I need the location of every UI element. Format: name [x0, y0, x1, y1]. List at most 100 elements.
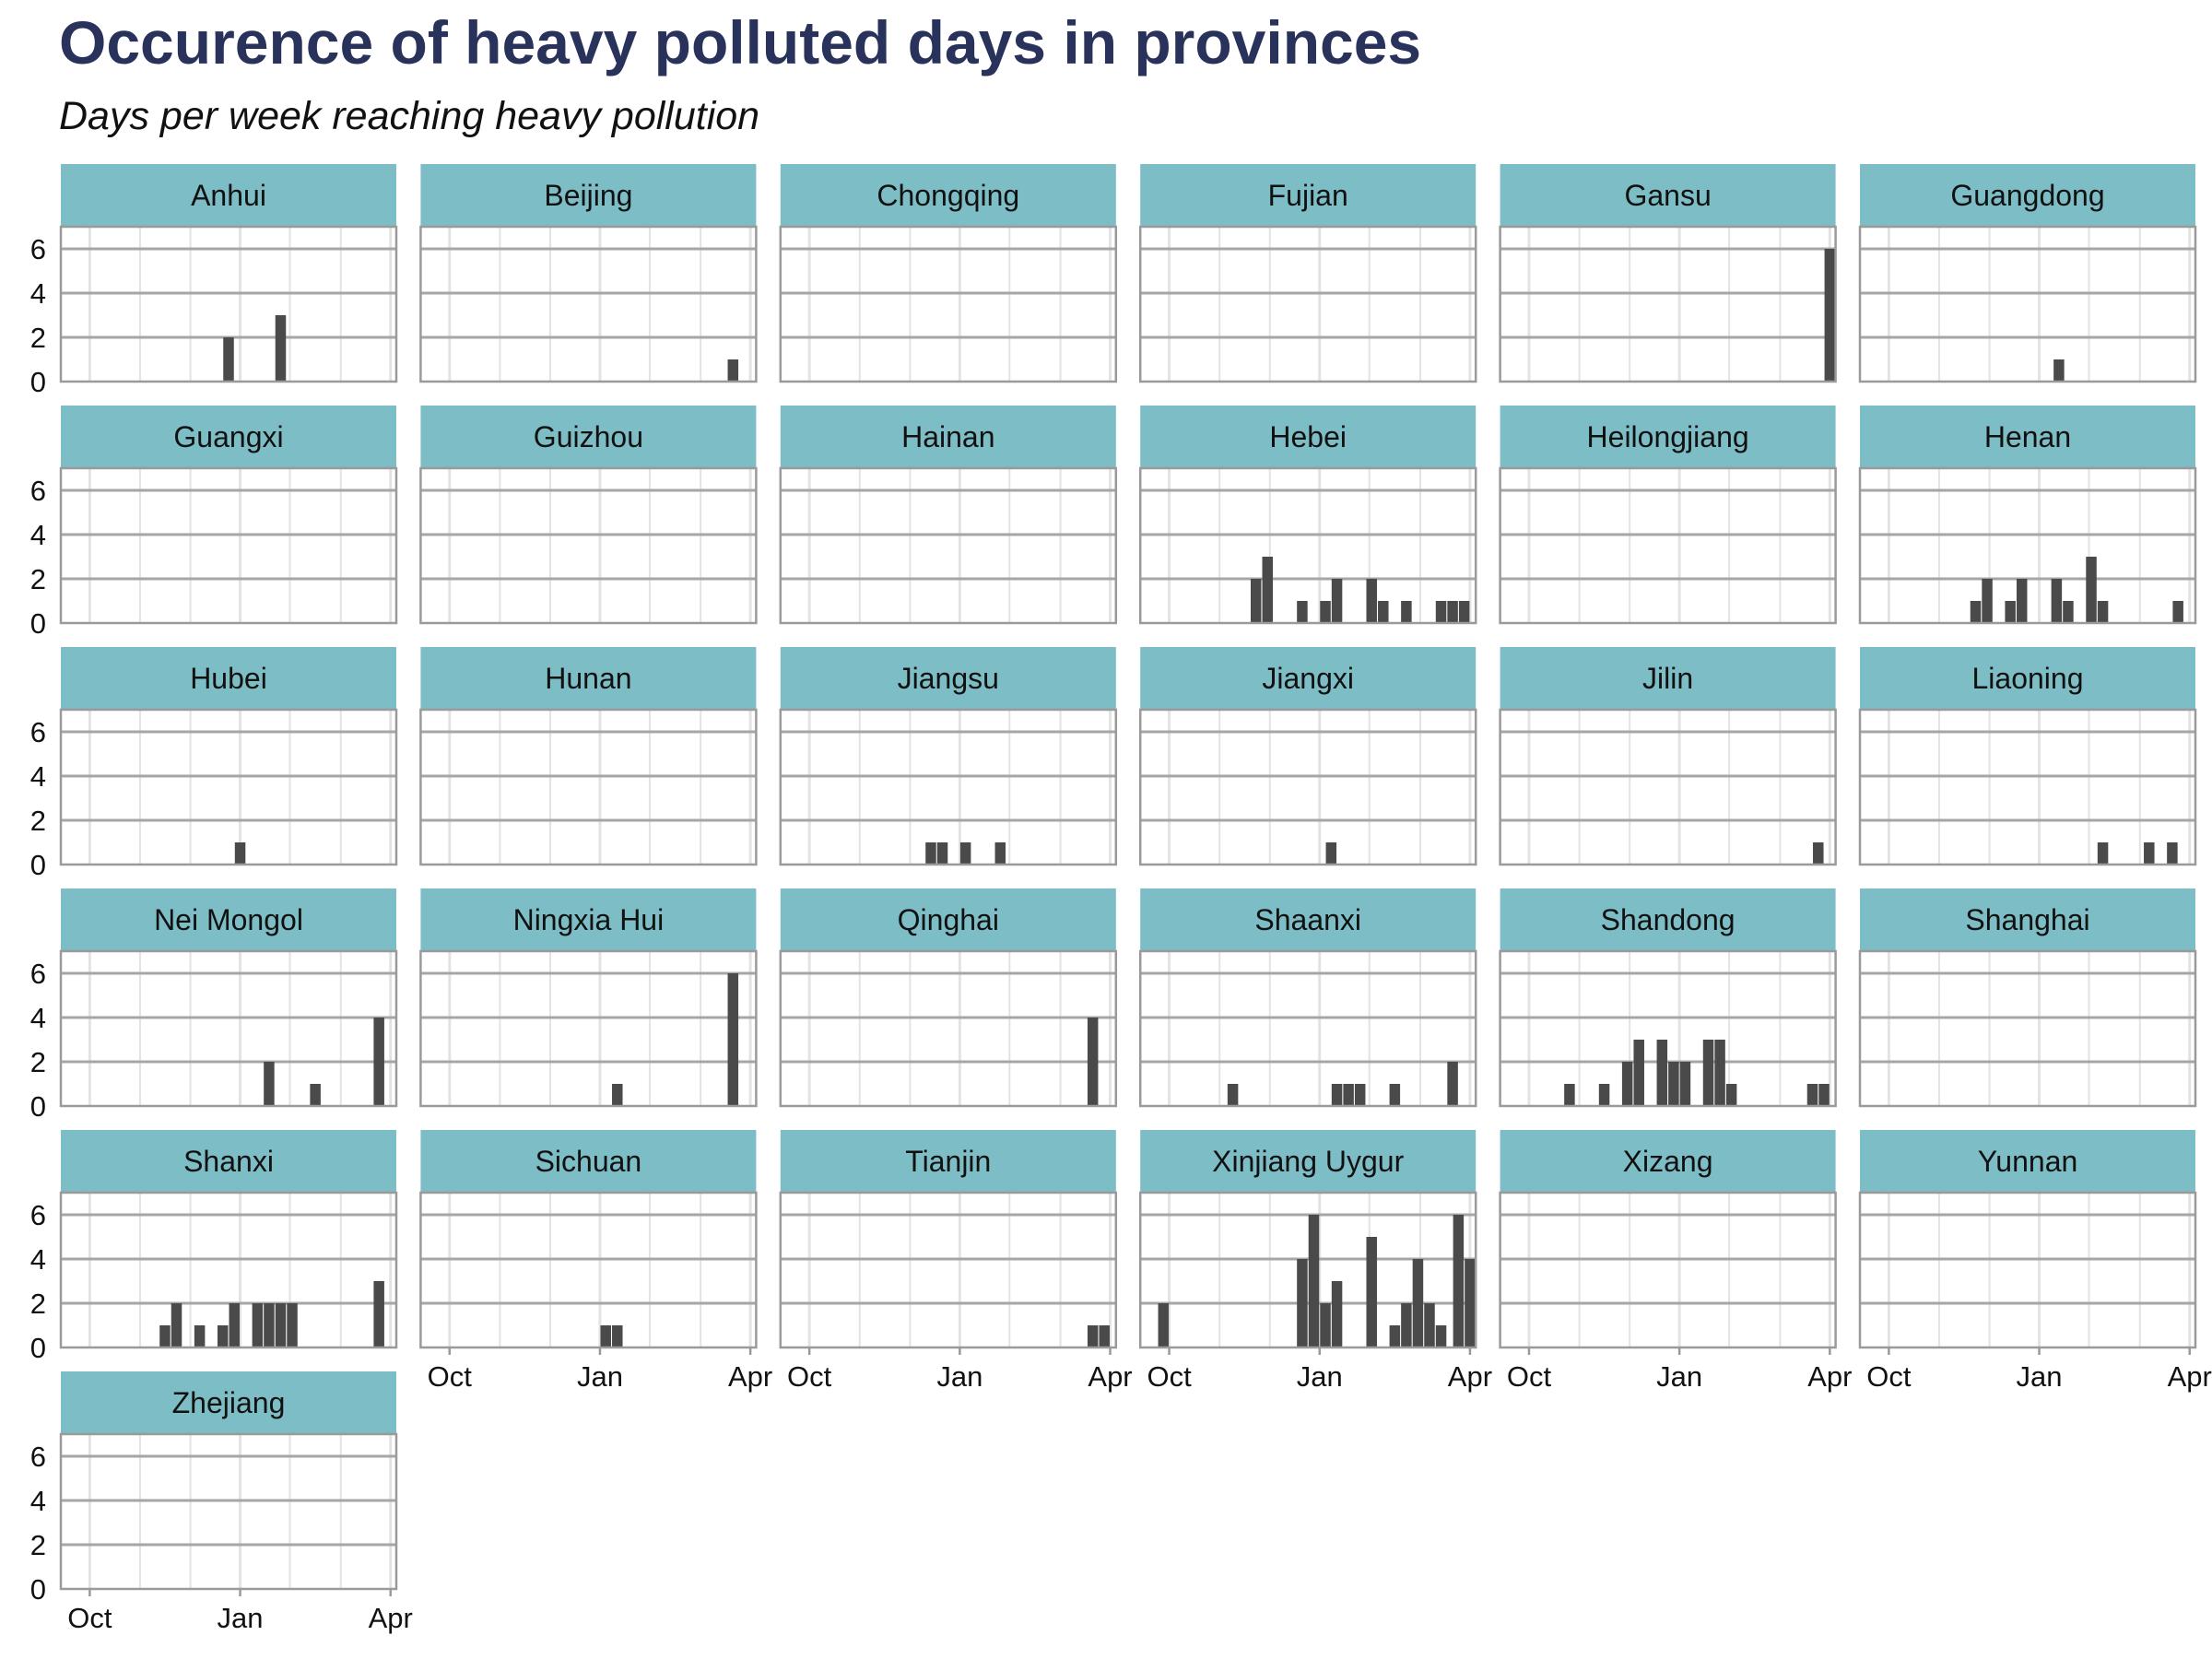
- panel-border: [1138, 949, 1477, 1108]
- y-tick-label: 4: [30, 1002, 46, 1034]
- y-tick-label: 2: [30, 1046, 46, 1078]
- bar: [275, 1303, 287, 1347]
- panel-border: [1858, 466, 2197, 625]
- y-tick-label: 6: [30, 1441, 46, 1473]
- bar: [1465, 1259, 1476, 1347]
- panel: Yunnan Oct Jan Apr: [1858, 1130, 2212, 1393]
- x-tick-label: Oct: [67, 1602, 112, 1634]
- panel-strip: [1140, 888, 1477, 951]
- y-tick-label: 4: [30, 277, 46, 310]
- panel: Henan: [1858, 406, 2197, 625]
- bar: [1621, 1062, 1633, 1106]
- bar: [1297, 601, 1308, 623]
- bar: [1325, 842, 1337, 865]
- panel-strip-label: Heilongjiang: [1587, 420, 1749, 453]
- x-tick-label: Jan: [218, 1602, 264, 1634]
- panel-border: [59, 1191, 398, 1349]
- y-tick-label: 2: [30, 805, 46, 837]
- x-tick-label: Oct: [1147, 1360, 1192, 1393]
- bar: [310, 1084, 321, 1106]
- bar: [994, 842, 1006, 865]
- panel-strip-label: Guizhou: [534, 420, 643, 453]
- panel: Sichuan Oct Jan Apr: [419, 1130, 772, 1393]
- panel-strip: [420, 888, 757, 951]
- panel: Guangxi 0 2 4 6: [30, 406, 398, 640]
- bar: [171, 1303, 182, 1347]
- panel-border: [1499, 225, 1837, 383]
- panel-strip: [420, 406, 757, 468]
- panel-border: [1138, 225, 1477, 383]
- bar: [1412, 1259, 1424, 1347]
- panel-border: [779, 225, 1118, 383]
- bar: [264, 1303, 275, 1347]
- bar: [373, 1281, 384, 1347]
- panel-strip: [1860, 164, 2195, 227]
- panel-border: [59, 466, 398, 625]
- x-tick-label: Apr: [728, 1360, 772, 1393]
- panel-strip: [1860, 1130, 2195, 1193]
- panel-strip: [1860, 888, 2195, 951]
- panel-border: [1138, 708, 1477, 866]
- panel-strip-label: Qinghai: [898, 903, 999, 936]
- x-tick-label: Jan: [2017, 1360, 2063, 1393]
- panel-strip: [780, 1130, 1116, 1193]
- panel-strip: [61, 888, 396, 951]
- bar: [1813, 842, 1824, 865]
- panel-border: [419, 1191, 758, 1349]
- panel: Liaoning: [1858, 647, 2197, 866]
- bar: [275, 315, 287, 382]
- panel-border: [59, 949, 398, 1108]
- panel: Hunan: [419, 647, 758, 866]
- panel: Shanghai: [1858, 888, 2197, 1108]
- y-tick-label: 0: [30, 849, 46, 881]
- x-tick-label: Apr: [2168, 1360, 2212, 1393]
- bar: [612, 1084, 623, 1106]
- y-tick-label: 6: [30, 1199, 46, 1231]
- panel-strip-label: Nei Mongol: [154, 903, 303, 936]
- bar: [612, 1325, 623, 1347]
- bar: [2016, 579, 2028, 623]
- bar: [223, 337, 234, 382]
- panel: Fujian: [1138, 164, 1477, 383]
- panel-strip: [1860, 647, 2195, 710]
- panel-strip-label: Yunnan: [1978, 1145, 2078, 1178]
- panel: Beijing: [419, 164, 758, 383]
- x-tick-label: Oct: [428, 1360, 473, 1393]
- panel-border: [419, 466, 758, 625]
- panel-strip-label: Shanxi: [183, 1145, 274, 1178]
- bar: [1818, 1084, 1830, 1106]
- x-tick-label: Jan: [1297, 1360, 1343, 1393]
- y-tick-label: 2: [30, 563, 46, 595]
- panel-border: [419, 708, 758, 866]
- bar: [1297, 1259, 1308, 1347]
- panel-strip: [1140, 406, 1477, 468]
- panel: Nei Mongol 0 2 4 6: [30, 888, 398, 1123]
- panel-border: [779, 949, 1118, 1108]
- panel-strip-label: Chongqing: [877, 179, 1019, 212]
- x-tick-label: Apr: [1448, 1360, 1492, 1393]
- panel-border: [59, 225, 398, 383]
- bar: [1982, 579, 1993, 623]
- bar: [2167, 842, 2178, 865]
- panel: Zhejiang 0 2 4 6 Oct Jan Apr: [30, 1371, 413, 1634]
- y-tick-label: 4: [30, 1243, 46, 1276]
- panel-border: [779, 466, 1118, 625]
- panel-strip-label: Hebei: [1269, 420, 1347, 453]
- y-tick-label: 6: [30, 716, 46, 748]
- bar: [1668, 1062, 1679, 1106]
- panel: Chongqing: [779, 164, 1118, 383]
- bar: [1401, 601, 1412, 623]
- bar: [1806, 1084, 1818, 1106]
- bar: [1320, 1303, 1331, 1347]
- bar: [1320, 601, 1331, 623]
- bar: [1087, 1325, 1099, 1347]
- bar: [1447, 1062, 1458, 1106]
- panel-strip: [1500, 1130, 1836, 1193]
- y-tick-label: 0: [30, 366, 46, 398]
- x-tick-label: Oct: [1866, 1360, 1912, 1393]
- panel-strip-label: Hunan: [545, 662, 631, 695]
- panel-border: [1499, 1191, 1837, 1349]
- y-tick-label: 2: [30, 1529, 46, 1561]
- panel: Xinjiang Uygur Oct Jan Apr: [1138, 1130, 1492, 1393]
